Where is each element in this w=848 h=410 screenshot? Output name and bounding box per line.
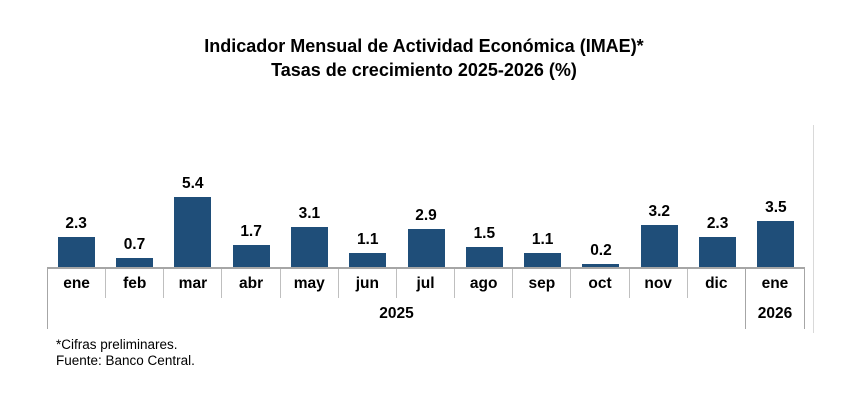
- month-label-mar-2025: mar: [164, 269, 223, 298]
- bar-column-abr-2025: 1.7: [222, 160, 280, 267]
- axis-group-2025: ene feb mar abr may jun jul ago sep oct nov dic 2025: [47, 269, 745, 329]
- bar-column-feb-2025: 0.7: [105, 160, 163, 267]
- month-label-ene-2025: ene: [48, 269, 107, 298]
- bar: [349, 253, 387, 267]
- chart-title: Indicador Mensual de Actividad Económica…: [204, 36, 644, 56]
- bar-column-nov-2025: 3.2: [630, 160, 688, 267]
- footnote-source: Fuente: Banco Central.: [56, 353, 195, 368]
- bar-value-label: 1.5: [473, 225, 496, 242]
- bar-column-oct-2025: 0.2: [572, 160, 630, 267]
- bar-column-sep-2025: 1.1: [514, 160, 572, 267]
- chart-title-block: Indicador Mensual de Actividad Económica…: [0, 34, 848, 82]
- month-label-dic-2025: dic: [705, 274, 728, 292]
- bar-value-label: 3.2: [648, 203, 671, 220]
- bar: [115, 258, 153, 267]
- bar: [290, 227, 328, 267]
- bar: [465, 247, 503, 267]
- plot-area: 2.3 0.7 5.4 1.7 3.1 1.1 2.9 1.5 1.1 0.2 3.2 2.3 3.5: [47, 160, 805, 267]
- bar: [524, 253, 562, 267]
- bar-value-label: 0.2: [590, 242, 612, 259]
- bar-value-label: 1.7: [240, 223, 262, 240]
- bar: [57, 237, 95, 267]
- bar-column-ago-2025: 1.5: [455, 160, 513, 267]
- bar-column-jul-2025: 2.9: [397, 160, 455, 267]
- footnote-preliminary: *Cifras preliminares.: [56, 337, 178, 352]
- bar: [757, 221, 795, 267]
- bar-value-label: 2.3: [706, 215, 729, 232]
- month-label-ene-2026: ene: [761, 274, 789, 292]
- bar: [640, 225, 678, 267]
- year-label-2026: 2026: [757, 304, 793, 322]
- month-label-sep-2025: sep: [513, 269, 572, 298]
- chart-subtitle: Tasas de crecimiento 2025-2026 (%): [271, 60, 577, 80]
- bar: [407, 229, 445, 267]
- bar-value-label: 2.9: [415, 207, 437, 224]
- plot-right-border: [813, 125, 814, 333]
- bar-value-label: 1.1: [356, 231, 379, 248]
- month-label-oct-2025: oct: [571, 269, 630, 298]
- bar: [232, 245, 270, 267]
- bar-column-may-2025: 3.1: [280, 160, 338, 267]
- bar-column-dic-2025: 2.3: [688, 160, 746, 267]
- year-label-2025: 2025: [379, 304, 414, 322]
- bar-value-label: 0.7: [123, 236, 146, 253]
- bar-column-ene-2025: 2.3: [47, 160, 105, 267]
- month-labels-row: ene feb mar abr may jun jul ago sep oct nov dic: [48, 269, 745, 298]
- month-label-jul-2025: jul: [397, 269, 456, 298]
- month-label-nov-2025: nov: [630, 269, 688, 298]
- month-label-ago-2025: ago: [455, 269, 514, 298]
- month-label-feb-2025: feb: [106, 269, 165, 298]
- month-labels-row: ene: [746, 269, 804, 298]
- month-label-abr-2025: abr: [222, 269, 281, 298]
- bar-value-label: 3.1: [298, 205, 321, 222]
- month-label-may-2025: may: [281, 269, 339, 298]
- bar-value-label: 2.3: [65, 215, 87, 232]
- bar-value-label: 1.1: [531, 231, 554, 248]
- footnotes: *Cifras preliminares. Fuente: Banco Cent…: [56, 337, 195, 369]
- month-label-jun-2025: jun: [339, 269, 397, 298]
- bar: [174, 197, 212, 267]
- bar-value-label: 3.5: [765, 199, 787, 216]
- bar-column-ene-2026: 3.5: [747, 160, 805, 267]
- bar: [582, 264, 620, 267]
- bar-column-jun-2025: 1.1: [339, 160, 397, 267]
- bar-column-mar-2025: 5.4: [164, 160, 222, 267]
- bar-value-label: 5.4: [182, 175, 204, 192]
- axis-group-2026: ene 2026: [744, 269, 805, 329]
- category-axis: ene feb mar abr may jun jul ago sep oct nov dic 2025…: [47, 267, 805, 329]
- bar: [699, 237, 737, 267]
